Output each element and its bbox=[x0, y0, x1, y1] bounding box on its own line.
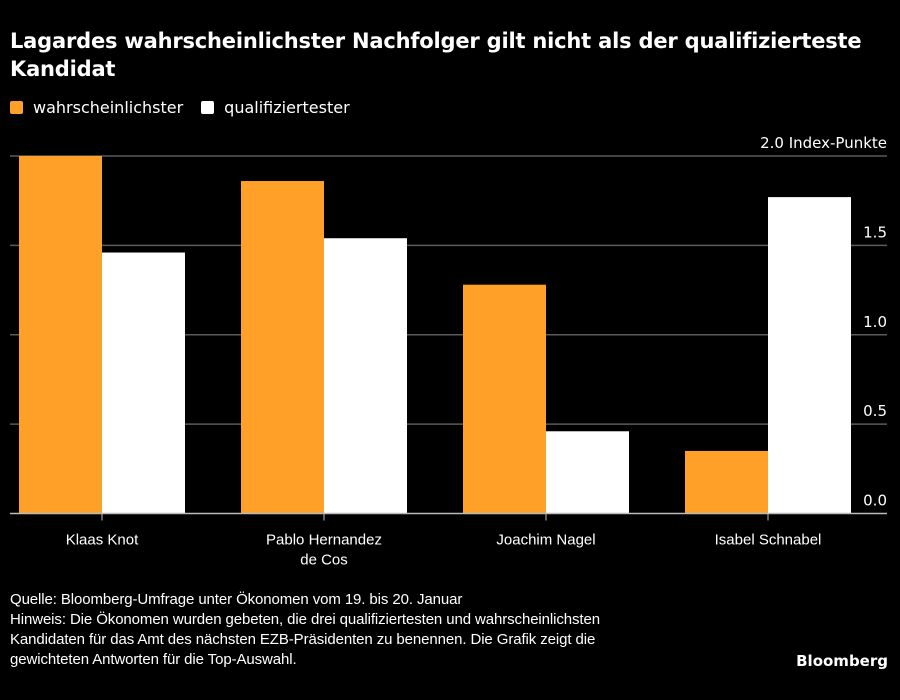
bar-qualifiziertester bbox=[546, 431, 629, 514]
bar-qualifiziertester bbox=[324, 238, 407, 514]
bar-qualifiziertester bbox=[768, 197, 851, 514]
legend-label: qualifiziertester bbox=[224, 98, 350, 117]
y-tick-label: 2.0 Index-Punkte bbox=[760, 134, 887, 152]
x-tick-label: Klaas Knot bbox=[66, 532, 139, 549]
bar-wahrscheinlichster bbox=[685, 450, 768, 514]
legend-item-wahrscheinlichster: wahrscheinlichster bbox=[10, 98, 183, 117]
note-line: Kandidaten für das Amt des nächsten EZB-… bbox=[10, 631, 596, 648]
y-tick-label: 1.5 bbox=[863, 223, 887, 241]
chart-title: Lagardes wahrscheinlichster Nachfolger g… bbox=[10, 29, 862, 81]
bar-chart: 0.0 0.5 1.0 1.5 2.0 Index-Punkte Klaas Knot Pa… bbox=[10, 134, 887, 569]
bar-wahrscheinlichster bbox=[241, 181, 324, 514]
note-line: Hinweis: Die Ökonomen wurden gebeten, di… bbox=[10, 611, 600, 628]
legend-label: wahrscheinlichster bbox=[33, 98, 184, 117]
legend-swatch-white bbox=[201, 101, 215, 114]
legend-swatch-orange bbox=[10, 101, 23, 114]
y-tick-label: 0.0 bbox=[863, 492, 887, 510]
bar-qualifiziertester bbox=[102, 252, 185, 514]
legend: wahrscheinlichster qualifiziertester bbox=[10, 98, 368, 117]
legend-item-qualifiziertester: qualifiziertester bbox=[201, 98, 350, 117]
bar-wahrscheinlichster bbox=[19, 156, 102, 514]
source-note: Quelle: Bloomberg-Umfrage unter Ökonomen… bbox=[10, 591, 463, 608]
x-tick-label: de Cos bbox=[300, 552, 348, 569]
y-tick-label: 1.0 bbox=[863, 313, 887, 331]
x-tick-label: Pablo Hernandez bbox=[266, 532, 382, 549]
bloomberg-logo: Bloomberg bbox=[796, 652, 888, 670]
bar-wahrscheinlichster bbox=[463, 284, 546, 514]
chart-footer: Quelle: Bloomberg-Umfrage unter Ökonomen… bbox=[10, 590, 770, 670]
x-tick-label: Joachim Nagel bbox=[496, 532, 595, 549]
note-line: gewichteten Antworten für die Top-Auswah… bbox=[10, 651, 297, 668]
x-tick-label: Isabel Schnabel bbox=[715, 532, 822, 549]
y-tick-label: 0.5 bbox=[863, 402, 887, 420]
